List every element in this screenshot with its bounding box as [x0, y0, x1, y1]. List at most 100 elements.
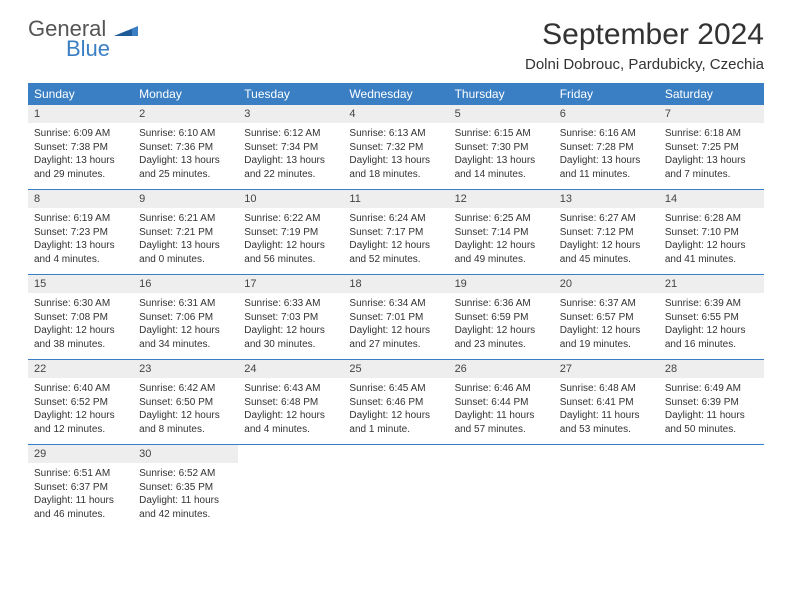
sunset-line: Sunset: 6:50 PM — [139, 396, 232, 410]
flag-icon — [114, 16, 138, 41]
sunset-line: Sunset: 7:36 PM — [139, 141, 232, 155]
daylight-line: Daylight: 12 hours and 8 minutes. — [139, 409, 232, 436]
daylight-line: Daylight: 12 hours and 49 minutes. — [455, 239, 548, 266]
day-number: 14 — [659, 190, 764, 208]
sunrise-line: Sunrise: 6:16 AM — [560, 127, 653, 141]
day-cell: 23Sunrise: 6:42 AMSunset: 6:50 PMDayligh… — [133, 360, 238, 445]
day-number: 12 — [449, 190, 554, 208]
daylight-line: Daylight: 11 hours and 42 minutes. — [139, 494, 232, 521]
day-body: Sunrise: 6:46 AMSunset: 6:44 PMDaylight:… — [449, 378, 554, 444]
sunset-line: Sunset: 6:46 PM — [349, 396, 442, 410]
daylight-line: Daylight: 13 hours and 14 minutes. — [455, 154, 548, 181]
sunset-line: Sunset: 7:23 PM — [34, 226, 127, 240]
sunset-line: Sunset: 6:48 PM — [244, 396, 337, 410]
day-body: Sunrise: 6:36 AMSunset: 6:59 PMDaylight:… — [449, 293, 554, 359]
weekday-header: Wednesday — [343, 83, 448, 105]
daylight-line: Daylight: 13 hours and 4 minutes. — [34, 239, 127, 266]
sunset-line: Sunset: 7:17 PM — [349, 226, 442, 240]
day-number: 25 — [343, 360, 448, 378]
day-cell: 21Sunrise: 6:39 AMSunset: 6:55 PMDayligh… — [659, 275, 764, 360]
day-body: Sunrise: 6:16 AMSunset: 7:28 PMDaylight:… — [554, 123, 659, 189]
sunset-line: Sunset: 6:41 PM — [560, 396, 653, 410]
calendar-grid: Sunday Monday Tuesday Wednesday Thursday… — [28, 83, 764, 529]
daylight-line: Daylight: 13 hours and 11 minutes. — [560, 154, 653, 181]
sunset-line: Sunset: 6:57 PM — [560, 311, 653, 325]
day-number: 13 — [554, 190, 659, 208]
day-cell: 9Sunrise: 6:21 AMSunset: 7:21 PMDaylight… — [133, 190, 238, 275]
sunset-line: Sunset: 7:28 PM — [560, 141, 653, 155]
daylight-line: Daylight: 12 hours and 16 minutes. — [665, 324, 758, 351]
sunrise-line: Sunrise: 6:18 AM — [665, 127, 758, 141]
month-title: September 2024 — [525, 18, 764, 52]
daylight-line: Daylight: 12 hours and 1 minute. — [349, 409, 442, 436]
weekday-header: Monday — [133, 83, 238, 105]
day-cell: 15Sunrise: 6:30 AMSunset: 7:08 PMDayligh… — [28, 275, 133, 360]
day-body: Sunrise: 6:19 AMSunset: 7:23 PMDaylight:… — [28, 208, 133, 274]
weekday-header: Sunday — [28, 83, 133, 105]
daylight-line: Daylight: 11 hours and 57 minutes. — [455, 409, 548, 436]
day-cell: .. — [343, 445, 448, 530]
day-number: 9 — [133, 190, 238, 208]
day-body: Sunrise: 6:42 AMSunset: 6:50 PMDaylight:… — [133, 378, 238, 444]
header: General Blue September 2024 Dolni Dobrou… — [28, 18, 764, 73]
day-body: Sunrise: 6:18 AMSunset: 7:25 PMDaylight:… — [659, 123, 764, 189]
day-body: Sunrise: 6:52 AMSunset: 6:35 PMDaylight:… — [133, 463, 238, 529]
sunset-line: Sunset: 7:03 PM — [244, 311, 337, 325]
day-cell: .. — [238, 445, 343, 530]
daylight-line: Daylight: 13 hours and 0 minutes. — [139, 239, 232, 266]
day-cell: 26Sunrise: 6:46 AMSunset: 6:44 PMDayligh… — [449, 360, 554, 445]
sunrise-line: Sunrise: 6:19 AM — [34, 212, 127, 226]
day-body: Sunrise: 6:49 AMSunset: 6:39 PMDaylight:… — [659, 378, 764, 444]
sunset-line: Sunset: 6:55 PM — [665, 311, 758, 325]
sunset-line: Sunset: 6:37 PM — [34, 481, 127, 495]
day-body: Sunrise: 6:12 AMSunset: 7:34 PMDaylight:… — [238, 123, 343, 189]
day-cell: 8Sunrise: 6:19 AMSunset: 7:23 PMDaylight… — [28, 190, 133, 275]
week-row: 1Sunrise: 6:09 AMSunset: 7:38 PMDaylight… — [28, 105, 764, 190]
day-cell: 17Sunrise: 6:33 AMSunset: 7:03 PMDayligh… — [238, 275, 343, 360]
day-cell: 11Sunrise: 6:24 AMSunset: 7:17 PMDayligh… — [343, 190, 448, 275]
sunrise-line: Sunrise: 6:31 AM — [139, 297, 232, 311]
sunrise-line: Sunrise: 6:45 AM — [349, 382, 442, 396]
day-cell: 22Sunrise: 6:40 AMSunset: 6:52 PMDayligh… — [28, 360, 133, 445]
daylight-line: Daylight: 12 hours and 27 minutes. — [349, 324, 442, 351]
day-number: 4 — [343, 105, 448, 123]
day-cell: 14Sunrise: 6:28 AMSunset: 7:10 PMDayligh… — [659, 190, 764, 275]
sunset-line: Sunset: 6:39 PM — [665, 396, 758, 410]
day-number: 29 — [28, 445, 133, 463]
day-number: 16 — [133, 275, 238, 293]
day-body: Sunrise: 6:39 AMSunset: 6:55 PMDaylight:… — [659, 293, 764, 359]
day-number: 18 — [343, 275, 448, 293]
day-body: Sunrise: 6:33 AMSunset: 7:03 PMDaylight:… — [238, 293, 343, 359]
day-cell: 30Sunrise: 6:52 AMSunset: 6:35 PMDayligh… — [133, 445, 238, 530]
sunset-line: Sunset: 6:59 PM — [455, 311, 548, 325]
daylight-line: Daylight: 13 hours and 7 minutes. — [665, 154, 758, 181]
sunrise-line: Sunrise: 6:48 AM — [560, 382, 653, 396]
daylight-line: Daylight: 13 hours and 22 minutes. — [244, 154, 337, 181]
daylight-line: Daylight: 12 hours and 12 minutes. — [34, 409, 127, 436]
daylight-line: Daylight: 12 hours and 23 minutes. — [455, 324, 548, 351]
sunrise-line: Sunrise: 6:28 AM — [665, 212, 758, 226]
day-number: 11 — [343, 190, 448, 208]
sunset-line: Sunset: 7:06 PM — [139, 311, 232, 325]
day-number: 23 — [133, 360, 238, 378]
daylight-line: Daylight: 12 hours and 34 minutes. — [139, 324, 232, 351]
sunrise-line: Sunrise: 6:10 AM — [139, 127, 232, 141]
day-body: Sunrise: 6:22 AMSunset: 7:19 PMDaylight:… — [238, 208, 343, 274]
brand-blue: Blue — [66, 38, 138, 60]
weekday-header-row: Sunday Monday Tuesday Wednesday Thursday… — [28, 83, 764, 105]
day-number: 21 — [659, 275, 764, 293]
day-cell: 18Sunrise: 6:34 AMSunset: 7:01 PMDayligh… — [343, 275, 448, 360]
day-number: 8 — [28, 190, 133, 208]
day-body: Sunrise: 6:51 AMSunset: 6:37 PMDaylight:… — [28, 463, 133, 529]
day-body: Sunrise: 6:37 AMSunset: 6:57 PMDaylight:… — [554, 293, 659, 359]
day-cell: 7Sunrise: 6:18 AMSunset: 7:25 PMDaylight… — [659, 105, 764, 190]
daylight-line: Daylight: 12 hours and 41 minutes. — [665, 239, 758, 266]
brand-text: General Blue — [28, 18, 138, 60]
daylight-line: Daylight: 13 hours and 25 minutes. — [139, 154, 232, 181]
day-body: Sunrise: 6:34 AMSunset: 7:01 PMDaylight:… — [343, 293, 448, 359]
sunset-line: Sunset: 6:52 PM — [34, 396, 127, 410]
day-body: Sunrise: 6:27 AMSunset: 7:12 PMDaylight:… — [554, 208, 659, 274]
sunset-line: Sunset: 7:30 PM — [455, 141, 548, 155]
weekday-header: Friday — [554, 83, 659, 105]
sunrise-line: Sunrise: 6:15 AM — [455, 127, 548, 141]
